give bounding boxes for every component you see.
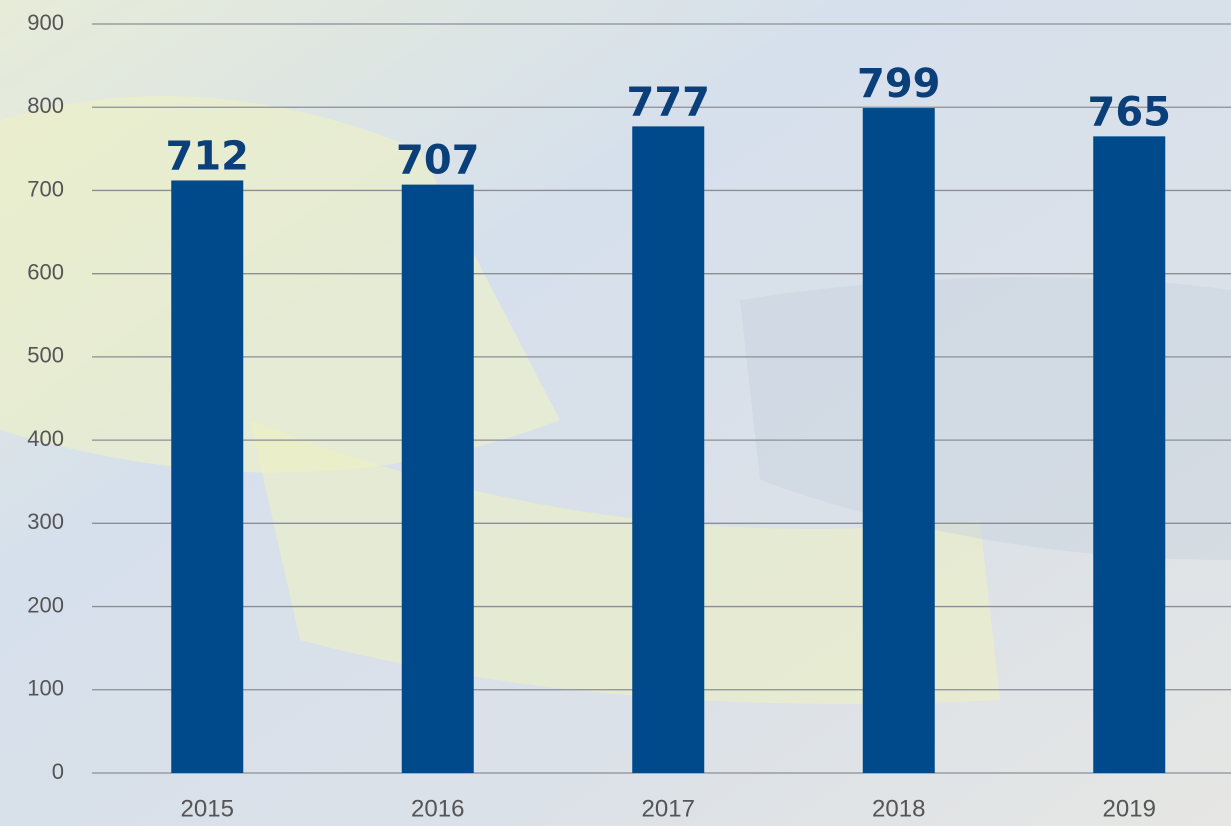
y-tick-label: 800 (27, 93, 64, 118)
data-label: 799 (857, 61, 941, 107)
y-tick-label: 900 (27, 10, 64, 35)
bar (402, 185, 474, 773)
y-tick-label: 300 (27, 509, 64, 534)
bar (863, 108, 935, 773)
y-tick-label: 0 (52, 759, 64, 784)
y-tick-label: 100 (27, 676, 64, 701)
data-label: 712 (166, 133, 250, 179)
chart: 0 100 200 300 400 500 600 700 800 900 2015 712 2016 7… (0, 0, 1231, 826)
bar (1093, 136, 1165, 773)
x-tick-label: 2019 (1103, 795, 1156, 822)
x-tick-label: 2016 (411, 795, 464, 822)
data-label: 765 (1088, 89, 1172, 135)
x-tick-label: 2018 (872, 795, 925, 822)
data-label: 707 (396, 138, 480, 184)
y-tick-label: 200 (27, 592, 64, 617)
bar (171, 180, 243, 773)
bar (632, 126, 704, 773)
page: 0 100 200 300 400 500 600 700 800 900 2015 712 2016 7… (0, 0, 1231, 826)
data-label: 777 (627, 79, 711, 125)
x-tick-label: 2015 (181, 795, 234, 822)
y-tick-label: 400 (27, 426, 64, 451)
x-tick-label: 2017 (642, 795, 695, 822)
y-tick-label: 700 (27, 176, 64, 201)
y-tick-label: 600 (27, 259, 64, 284)
y-tick-label: 500 (27, 343, 64, 368)
